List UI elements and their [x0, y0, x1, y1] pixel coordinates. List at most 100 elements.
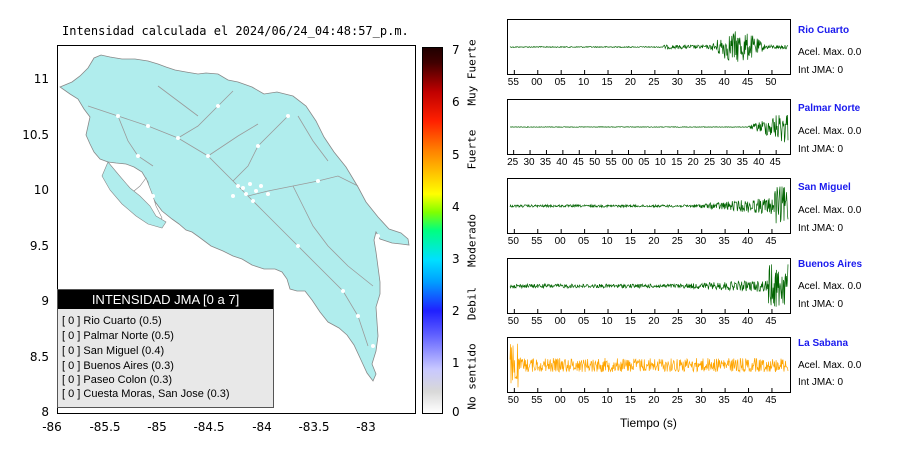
map-xtick: -85.5	[89, 420, 121, 434]
trace-tick-label: 15	[624, 236, 636, 247]
map-xtick: -85	[147, 420, 167, 434]
trace-tick-label: 45	[741, 77, 754, 88]
trace-tick-label: 10	[601, 316, 613, 327]
trace-tick-label: 15	[624, 316, 636, 327]
seismogram-line	[509, 343, 789, 388]
station-int: Int JMA: 0	[798, 299, 844, 310]
trace-tick-label: 35	[718, 316, 730, 327]
trace-tick-label: 10	[601, 395, 613, 406]
trace-tick-label: 25	[671, 236, 683, 247]
nicoya-peninsula	[101, 161, 167, 229]
legend-item: [ 0 ] Rio Cuarto (0.5)	[62, 315, 162, 327]
station-acel: Acel. Max. 0.0	[798, 47, 862, 58]
station-name: Rio Cuarto	[798, 25, 850, 36]
station-name: Palmar Norte	[798, 103, 861, 114]
trace-tick-label: 40	[741, 236, 754, 247]
legend-title: INTENSIDAD JMA [0 a 7]	[58, 290, 273, 309]
trace-panel-la-sabana	[507, 337, 791, 393]
map-xtick: -83	[356, 420, 376, 434]
station-int: Int JMA: 0	[798, 65, 844, 76]
legend-item: [ 0 ] San Miguel (0.4)	[62, 345, 165, 357]
trace-tick-label: 50	[589, 157, 601, 168]
legend-item: [ 0 ] Buenos Aires (0.3)	[62, 360, 174, 372]
trace-tick-label: 05	[578, 395, 590, 406]
colorbar-tick: 1	[452, 356, 460, 370]
trace-tick-label: 10	[601, 236, 613, 247]
trace-tick-label: 10	[578, 77, 590, 88]
station-name: La Sabana	[798, 338, 849, 349]
trace-tick-label: 45	[572, 157, 584, 168]
trace-tick-label: 55	[531, 236, 543, 247]
trace-tick-label: 20	[648, 395, 660, 406]
trace-tick-label: 25	[703, 157, 716, 168]
trace-tick-label: 20	[648, 316, 660, 327]
map-ytick: 8.5	[29, 350, 49, 364]
trace-tick-label: 10	[654, 157, 666, 168]
map-ytick: 10.5	[22, 128, 49, 142]
intensity-legend: INTENSIDAD JMA [0 a 7] [ 0 ] Rio Cuarto …	[57, 289, 274, 408]
trace-tick-label: 20	[687, 157, 699, 168]
trace-tick-label: 35	[736, 157, 748, 168]
trace-panel-rio-cuarto	[507, 19, 791, 75]
trace-tick-label: 55	[507, 77, 519, 88]
trace-tick-label: 30	[523, 157, 535, 168]
colorbar-tick: 0	[452, 405, 460, 419]
trace-tick-label: 20	[648, 236, 660, 247]
map-ytick: 10	[33, 183, 49, 197]
trace-tick-label: 25	[507, 157, 519, 168]
trace-tick-label: 45	[769, 157, 781, 168]
trace-tick-label: 40	[753, 157, 765, 168]
trace-tick-label: 30	[671, 77, 683, 88]
colorbar-tick: 5	[452, 148, 460, 162]
trace-panel-buenos-aires	[507, 258, 791, 314]
intensity-colorbar	[422, 47, 443, 414]
trace-tick-label: 05	[578, 236, 590, 247]
trace-tick-label: 05	[578, 316, 590, 327]
legend-item: [ 0 ] Paseo Colon (0.3)	[62, 374, 173, 386]
trace-tick-label: 50	[507, 395, 519, 406]
colorbar-label: No sentido	[465, 343, 479, 410]
trace-tick-label: 25	[671, 316, 683, 327]
trace-tick-label: 00	[554, 316, 566, 327]
road-network	[87, 85, 374, 347]
legend-item: [ 0 ] Palmar Norte (0.5)	[62, 330, 174, 342]
chart-title: Intensidad calculada el 2024/06/24_04:48…	[62, 24, 409, 38]
map-xtick: -86	[42, 420, 62, 434]
trace-tick-label: 30	[695, 395, 707, 406]
station-acel: Acel. Max. 0.0	[798, 126, 862, 137]
trace-tick-label: 00	[554, 395, 566, 406]
trace-tick-label: 20	[624, 77, 636, 88]
seismogram-line	[509, 264, 789, 307]
legend-item: [ 0 ] Cuesta Moras, San Jose (0.3)	[62, 388, 230, 400]
trace-tick-label: 25	[648, 77, 660, 88]
trace-tick-label: 30	[720, 157, 732, 168]
trace-tick-label: 25	[671, 395, 683, 406]
colorbar-tick: 4	[452, 200, 460, 214]
map-xtick: -84.5	[193, 420, 225, 434]
colorbar-label: Fuerte	[465, 129, 479, 170]
trace-tick-label: 50	[765, 77, 777, 88]
trace-tick-label: 35	[695, 77, 707, 88]
trace-tick-label: 35	[718, 395, 730, 406]
trace-tick-label: 45	[765, 316, 777, 327]
colorbar-tick: 3	[452, 252, 460, 266]
trace-panel-palmar-norte	[507, 99, 791, 155]
trace-tick-label: 35	[718, 236, 730, 247]
trace-tick-label: 50	[507, 236, 519, 247]
map-svg	[59, 54, 410, 382]
station-name: Buenos Aires	[798, 259, 863, 270]
station-acel: Acel. Max. 0.0	[798, 205, 862, 216]
map-ytick: 8	[41, 405, 49, 419]
trace-tick-label: 00	[621, 157, 634, 168]
map-ytick: 9.5	[29, 239, 49, 253]
trace-tick-label: 55	[531, 395, 543, 406]
trace-tick-label: 55	[605, 157, 617, 168]
station-int: Int JMA: 0	[798, 223, 844, 234]
trace-tick-label: 40	[556, 157, 568, 168]
map-ytick: 9	[41, 294, 49, 308]
trace-tick-label: 30	[695, 236, 707, 247]
colorbar-tick: 7	[452, 43, 460, 57]
trace-tick-label: 40	[718, 77, 730, 88]
trace-tick-label: 45	[765, 395, 777, 406]
seismogram-line	[509, 186, 789, 224]
